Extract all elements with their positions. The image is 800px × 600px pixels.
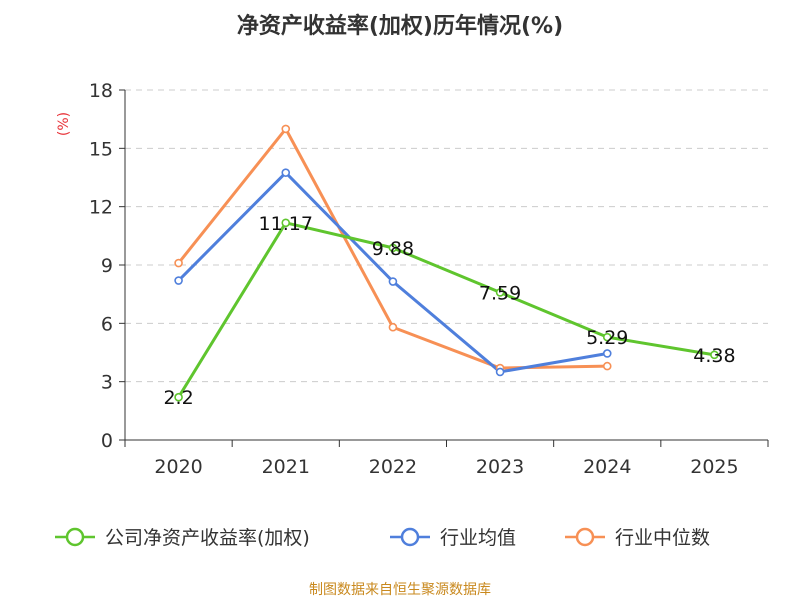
data-label: 7.59 [479, 282, 521, 304]
series-point-0 [388, 243, 398, 253]
legend-marker-2 [575, 527, 595, 547]
series-point-2 [174, 258, 183, 268]
series-line-0 [177, 221, 715, 399]
series-line-1 [177, 171, 608, 374]
series-point-2 [602, 361, 612, 371]
y-tick-label: 6 [101, 313, 113, 335]
axes: 0 3 6 9 12 15 18 2020 2021 2022 2023 2024 2025 [89, 80, 769, 478]
data-label: 2.2 [163, 387, 193, 409]
data-label: 11.17 [259, 213, 313, 235]
series-point-0 [602, 332, 612, 342]
x-tick-label: 2021 [262, 456, 310, 478]
series-point-1 [281, 168, 291, 177]
series-point-2 [281, 124, 291, 134]
series-lines [177, 127, 715, 399]
x-tick-label: 2025 [690, 456, 738, 478]
series-point-0 [710, 350, 719, 360]
y-tick-label: 12 [89, 197, 113, 219]
data-label: 5.29 [586, 327, 628, 349]
source-note: 制图数据来自恒生聚源数据库 [309, 582, 491, 598]
x-tick-label: 2020 [154, 456, 202, 478]
x-tick-label: 2023 [476, 456, 524, 478]
grid-lines [125, 89, 768, 383]
series-point-1 [495, 367, 505, 377]
series-point-1 [174, 276, 183, 285]
legend: 公司净资产收益率(加权) 行业均值 行业中位数 [55, 527, 710, 549]
data-label: 9.88 [372, 238, 414, 260]
legend-label-2: 行业中位数 [615, 527, 710, 549]
y-tick-label: 0 [101, 430, 113, 452]
legend-marker-0 [65, 527, 85, 547]
series-point-2 [388, 322, 398, 332]
y-axis-unit-label: (%) [56, 112, 72, 136]
x-tick-label: 2022 [369, 456, 417, 478]
y-tick-label: 3 [101, 372, 113, 394]
data-labels: 2.2 11.17 9.88 7.59 5.29 4.38 [163, 213, 735, 409]
legend-label-0: 公司净资产收益率(加权) [105, 527, 310, 549]
y-tick-label: 9 [101, 255, 113, 277]
y-tick-label: 18 [89, 80, 113, 102]
series-point-0 [495, 288, 505, 297]
series-point-1 [602, 349, 612, 358]
series-point-0 [281, 218, 291, 228]
y-tick-label: 15 [89, 138, 113, 160]
series-point-1 [388, 277, 398, 286]
legend-label-1: 行业均值 [440, 527, 516, 549]
series-points [174, 124, 719, 402]
series-point-0 [174, 392, 183, 402]
data-label: 4.38 [693, 345, 735, 367]
x-tick-label: 2024 [583, 456, 631, 478]
legend-marker-1 [400, 527, 420, 547]
chart-title: 净资产收益率(加权)历年情况(%) [237, 13, 563, 39]
